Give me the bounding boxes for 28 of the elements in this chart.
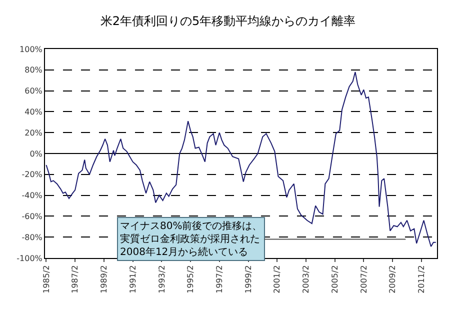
x-tick-label: 1997/2 — [215, 265, 224, 294]
x-tick-label: 2005/2 — [330, 265, 340, 294]
x-tick-label: 1999/2 — [244, 265, 253, 294]
x-tick-label: 2009/2 — [388, 265, 398, 294]
x-tick-label: 1985/2 — [42, 265, 51, 294]
y-tick-label: 60% — [24, 86, 43, 96]
y-tick-label: -60% — [22, 212, 43, 221]
y-tick-label: -40% — [22, 191, 43, 200]
x-tick-label: 2003/2 — [302, 265, 311, 294]
y-tick-label: -20% — [22, 170, 43, 180]
x-tick-label: 1987/2 — [70, 265, 80, 294]
y-tick-label: 100% — [20, 44, 43, 54]
x-tick-label: 2011/2 — [417, 265, 426, 294]
x-tick-label: 1991/2 — [128, 265, 138, 294]
x-tick-label: 2007/2 — [359, 265, 368, 294]
x-tick-label: 1993/2 — [157, 265, 166, 294]
y-tick-label: 0% — [30, 149, 43, 158]
x-tick-label: 1995/2 — [186, 265, 196, 294]
line-series — [46, 71, 436, 248]
y-tick-label: -80% — [22, 232, 43, 242]
x-tick-label: 2001/2 — [272, 265, 282, 294]
x-tick-label: 1989/2 — [100, 265, 109, 294]
annotation: マイナス80%前後での推移は、実質ゼロ金利政策が採用された2008年12月から続いている — [120, 220, 262, 258]
y-tick-label: 80% — [24, 66, 43, 75]
chart-title: 米2年債利回りの5年移動平均線からのカイ離率 — [100, 14, 356, 28]
y-tick-label: 20% — [24, 128, 43, 138]
y-tick-label: -100% — [16, 254, 43, 263]
y-tick-label: 40% — [24, 108, 43, 116]
